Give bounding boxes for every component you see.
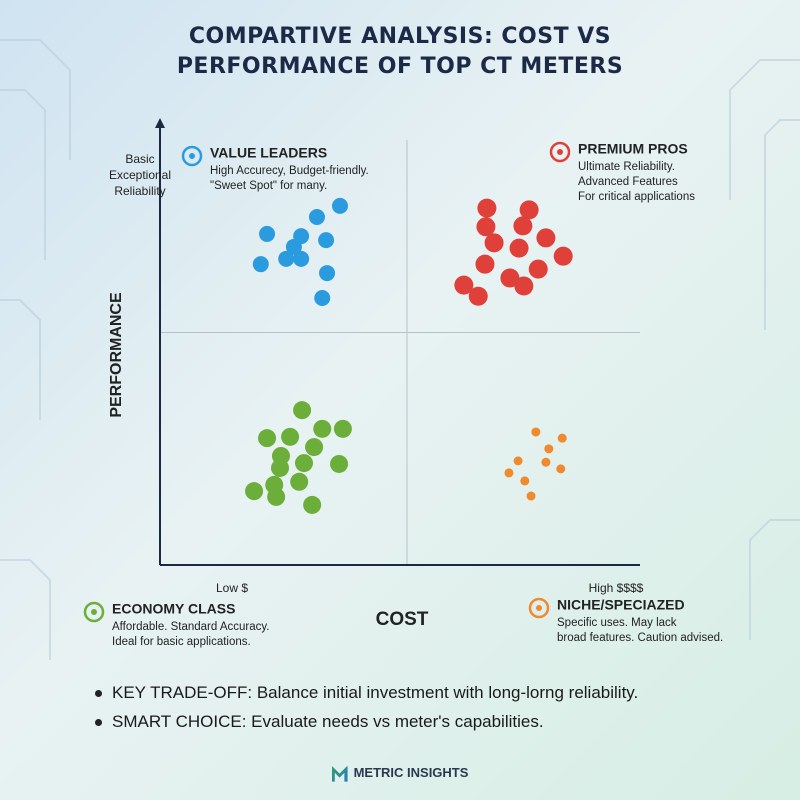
point [258, 429, 277, 448]
point [290, 472, 309, 491]
note-text: SMART CHOICE: Evaluate needs vs meter's … [112, 712, 544, 731]
quadrant-description: For critical applications [578, 191, 695, 203]
x-axis-label: COST [376, 609, 429, 630]
point [520, 476, 530, 486]
point [526, 491, 536, 501]
y-end-label: Basic Exceptional Reliability [109, 152, 171, 198]
point [313, 419, 332, 438]
quadrant-description: Affordable. Standard Accuracy. [112, 621, 269, 633]
quadrant-description: "Sweet Spot" for many. [210, 180, 327, 192]
point [544, 444, 554, 454]
quadrant-icon [528, 597, 550, 619]
point [536, 228, 556, 248]
point [305, 438, 324, 457]
quadrant-icon [83, 601, 105, 623]
quadrant-icon [557, 149, 563, 155]
point [519, 200, 539, 220]
x-end-label: High $$$$ [589, 581, 644, 595]
point [454, 275, 474, 295]
quadrant-description: Ideal for basic applications. [112, 636, 251, 648]
point [295, 454, 313, 473]
point [541, 457, 551, 467]
quadrant-title: PREMIUM PROS [578, 141, 688, 157]
point [557, 433, 567, 443]
point [514, 276, 534, 296]
quadrant-description: High Accurecy, Budget-friendly. [210, 165, 369, 177]
quadrant-description: Advanced Features [578, 176, 678, 188]
quadrant-description: Ultimate Reliability. [578, 161, 675, 173]
point [556, 464, 566, 474]
quadrant-icon [549, 141, 571, 163]
quadrant-icon [189, 153, 195, 159]
point [500, 268, 520, 288]
notes: KEY TRADE-OFF: Balance initial investmen… [95, 683, 755, 741]
point [475, 254, 495, 274]
point [308, 209, 325, 226]
note: KEY TRADE-OFF: Balance initial investmen… [95, 683, 755, 703]
bullet [95, 690, 102, 698]
point [330, 454, 349, 473]
point [318, 232, 335, 249]
point [293, 250, 310, 267]
brand-logo [331, 765, 348, 782]
point [267, 487, 286, 506]
quadrant-title: VALUE LEADERS [210, 145, 327, 161]
quadrant-title: ECONOMY CLASS [112, 601, 235, 617]
point [281, 427, 300, 446]
circuit-decoration [0, 39, 800, 660]
point [513, 456, 523, 466]
chart-title: COMPARTIVE ANALYSIS: COST VS PERFORMANCE… [176, 24, 624, 79]
point [484, 233, 504, 253]
point [553, 246, 573, 266]
brand-name: METRIC INSIGHTS [353, 765, 469, 780]
y-axis-label: PERFORMANCE [108, 292, 125, 418]
quadrant-title: NICHE/SPECIAZED [557, 597, 685, 613]
note: SMART CHOICE: Evaluate needs vs meter's … [95, 712, 755, 732]
x-end-label: Low $ [216, 581, 248, 595]
point [476, 217, 496, 237]
point [319, 265, 336, 282]
point [468, 286, 488, 306]
point [513, 216, 533, 236]
bullet [95, 719, 102, 727]
y-axis-arrow [155, 118, 165, 128]
point [303, 495, 322, 514]
point [293, 401, 312, 420]
point [245, 482, 264, 501]
note-text: KEY TRADE-OFF: Balance initial investmen… [112, 683, 639, 702]
quadrant-icon [91, 609, 97, 615]
point [528, 259, 548, 279]
point [271, 458, 289, 477]
point [333, 419, 352, 438]
quadrant-description: broad features. Caution advised. [557, 632, 723, 644]
brand: METRIC INSIGHTS [0, 765, 800, 782]
quadrant-icon [181, 145, 203, 167]
quadrant-icon [536, 605, 542, 611]
point [314, 290, 331, 306]
point [477, 198, 497, 218]
point [531, 427, 541, 437]
quadrant-description: Specific uses. May lack [557, 617, 677, 629]
point [259, 225, 276, 242]
point [504, 468, 514, 478]
point [509, 238, 529, 258]
point [278, 250, 295, 267]
point [252, 256, 269, 273]
point [332, 197, 348, 214]
point [285, 238, 302, 255]
